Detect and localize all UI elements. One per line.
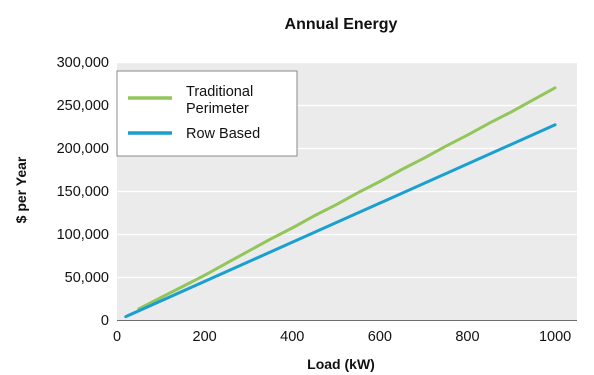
- x-tick-label: 1000: [539, 329, 571, 345]
- series-line-row-based: [124, 123, 557, 319]
- y-tick-label: 100,000: [57, 227, 109, 243]
- x-axis-label: Load (kW): [307, 356, 375, 372]
- chart-title: Annual Energy: [285, 16, 398, 33]
- x-tick-label: 400: [280, 329, 304, 345]
- y-tick-label: 200,000: [57, 141, 109, 157]
- y-tick-label: 250,000: [57, 98, 109, 114]
- y-tick-labels: 0 50,000 100,000 150,000 200,000 250,000 300,0…: [57, 55, 109, 329]
- x-tick-label: 800: [455, 329, 479, 345]
- y-tick-label: 50,000: [65, 270, 109, 286]
- series-lines: [124, 86, 557, 319]
- legend-label-traditional-perimeter-line1: Traditional: [186, 84, 253, 100]
- legend-box: [116, 70, 298, 157]
- legend-label-row-based: Row Based: [186, 126, 260, 142]
- x-tick-label: 600: [368, 329, 392, 345]
- legend-label-traditional-perimeter-line2: Perimeter: [186, 101, 249, 117]
- x-tick-labels: 0 200 400 600 800 1000: [113, 329, 571, 345]
- series-line-traditional-perimeter: [137, 86, 557, 311]
- legend: Traditional Perimeter Row Based: [116, 70, 298, 157]
- y-tick-label: 300,000: [57, 55, 109, 71]
- y-tick-label: 150,000: [57, 184, 109, 200]
- y-axis-label: $ per Year: [13, 156, 29, 223]
- x-tick-label: 0: [113, 329, 121, 345]
- y-tick-label: 0: [101, 313, 109, 329]
- x-tick-label: 200: [193, 329, 217, 345]
